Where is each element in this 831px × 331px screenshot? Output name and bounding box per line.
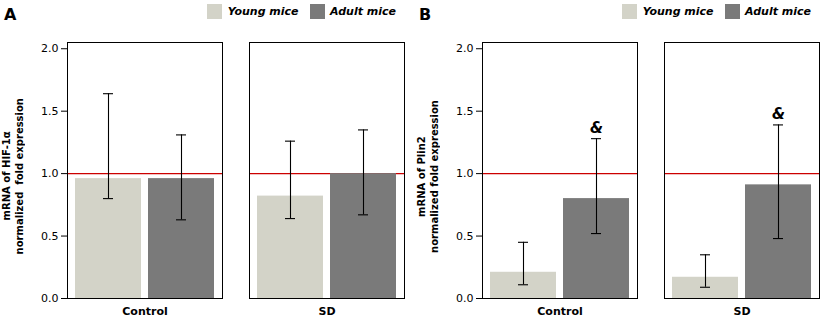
svg-text:1.0: 1.0	[456, 167, 474, 180]
svg-text:2.0: 2.0	[41, 42, 59, 55]
svg-text:&: &	[772, 105, 785, 123]
html-text:Adult mice: Adult mice	[745, 4, 811, 18]
svg-text:1.5: 1.5	[456, 105, 474, 118]
svg-text:Control: Control	[537, 305, 582, 318]
svg-text:0.0: 0.0	[456, 292, 474, 305]
svg-text:1.0: 1.0	[41, 167, 59, 180]
svg-text:1.5: 1.5	[41, 105, 59, 118]
svg-text:&: &	[590, 119, 603, 137]
svg-text:SD: SD	[733, 305, 750, 318]
html-text:B: B	[419, 4, 432, 24]
html-text:Young mice: Young mice	[227, 4, 299, 18]
html-text:Adult mice: Adult mice	[330, 4, 396, 18]
svg-text:0.0: 0.0	[41, 292, 59, 305]
svg-text:0.5: 0.5	[41, 230, 59, 243]
html-text:A: A	[4, 4, 17, 24]
html-text:Young mice: Young mice	[642, 4, 714, 18]
html-text:mRNA of Plin2 normalized fold: mRNA of Plin2 normalized fold expression	[416, 99, 440, 253]
html-text:mRNA of HIF-1α normalized fold: mRNA of HIF-1α normalized fold expressio…	[1, 97, 25, 255]
svg-text:Control: Control	[122, 305, 167, 318]
svg-text:0.5: 0.5	[456, 230, 474, 243]
svg-text:2.0: 2.0	[456, 42, 474, 55]
svg-text:SD: SD	[318, 305, 335, 318]
